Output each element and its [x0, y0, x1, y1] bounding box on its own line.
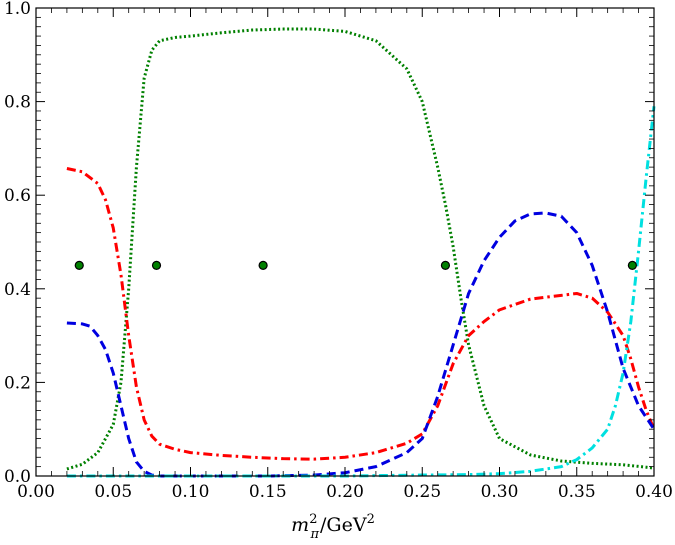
x-tick-label: 0.35	[558, 482, 596, 502]
y-tick-label: 1.0	[4, 0, 31, 19]
x-axis-label-rest-sup: 2	[367, 512, 375, 527]
y-tick-label: 0.8	[4, 93, 31, 113]
x-tick-label: 0.10	[172, 482, 210, 502]
data-point	[151, 260, 162, 270]
x-tick-label: 0.40	[635, 482, 673, 502]
x-axis-label-sub: π	[309, 527, 319, 542]
data-point	[74, 260, 84, 270]
data-point	[627, 260, 637, 270]
x-tick-label: 0.20	[326, 482, 364, 502]
y-tick-label: 0.4	[4, 280, 31, 300]
x-axis-label: m2 π/GeV2	[291, 512, 375, 542]
series-line-green-dotted	[66, 27, 655, 471]
x-tick-label: 0.25	[403, 482, 441, 502]
x-tick-label: 0.30	[481, 482, 519, 502]
y-tick-label: 0.6	[4, 186, 31, 206]
x-axis-label-base: m	[291, 514, 309, 536]
y-tick-label: 0.0	[4, 467, 31, 487]
series-line-cyan-dash-dot	[66, 106, 656, 478]
x-tick-label: 0.00	[17, 482, 55, 502]
ticks-group: 0.00 0.05 0.10 0.15 0.20 0.25 0.30 0.35 0.40 0.0 0…	[4, 0, 673, 502]
x-tick-label: 0.15	[249, 482, 287, 502]
data-point	[440, 260, 451, 270]
x-tick-label: 0.05	[94, 482, 132, 502]
data-point	[258, 260, 268, 270]
series-line-blue-dashed	[66, 211, 656, 478]
x-axis-label-sup: 2	[309, 512, 317, 527]
series-line-red-dash-dot	[66, 167, 656, 461]
series-group	[66, 27, 656, 478]
marker-group	[74, 260, 637, 270]
y-tick-label: 0.2	[4, 373, 31, 393]
plot-frame	[35, 7, 655, 477]
x-axis-label-rest: /GeV	[320, 514, 367, 536]
